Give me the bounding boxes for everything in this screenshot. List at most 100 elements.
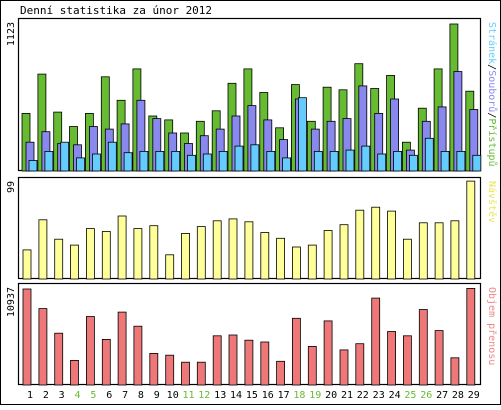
bar-str-nek-day-27 xyxy=(440,150,450,172)
bar-n-v-t-v-day-9 xyxy=(149,225,159,280)
bar-str-nek-day-28 xyxy=(456,150,466,172)
bar-n-v-t-v-day-20 xyxy=(323,230,333,280)
bar-n-v-t-v-day-21 xyxy=(339,224,349,280)
panel-3-ymax-label: 10937 xyxy=(6,287,17,317)
bar-objem-p-enosu-day-13 xyxy=(212,335,222,386)
bar-objem-p-enosu-day-19 xyxy=(307,345,317,386)
bar-n-v-t-v-day-29 xyxy=(466,180,476,280)
bar-n-v-t-v-day-5 xyxy=(86,228,95,280)
bar-str-nek-day-13 xyxy=(218,150,228,172)
bar-objem-p-enosu-day-26 xyxy=(418,309,428,386)
bar-n-v-t-v-day-3 xyxy=(54,238,64,280)
bar-str-nek-day-15 xyxy=(250,144,260,172)
bar-str-nek-day-20 xyxy=(329,150,339,172)
bar-str-nek-day-9 xyxy=(155,150,165,172)
bar-str-nek-day-3 xyxy=(60,141,70,172)
bar-n-v-t-v-day-1 xyxy=(22,249,32,280)
x-tick-label-day-18: 18 xyxy=(293,390,305,401)
legend-sep-1: / xyxy=(486,64,497,70)
bar-str-nek-day-25 xyxy=(408,154,418,172)
x-tick-label-day-22: 22 xyxy=(357,390,369,401)
bar-str-nek-day-14 xyxy=(234,145,244,172)
bar-objem-p-enosu-day-9 xyxy=(149,352,159,386)
x-tick-label-day-16: 16 xyxy=(262,390,274,401)
x-tick-label-day-6: 6 xyxy=(106,390,112,401)
x-tick-label-day-27: 27 xyxy=(436,390,448,401)
bar-str-nek-day-6 xyxy=(107,141,117,172)
x-tick-label-day-20: 20 xyxy=(325,390,337,401)
bar-objem-p-enosu-day-24 xyxy=(387,331,397,386)
x-tick-label-day-15: 15 xyxy=(246,390,258,401)
legend-panel-3: Objem přenosu xyxy=(486,287,498,365)
x-tick-label-day-17: 17 xyxy=(278,390,290,401)
bar-str-nek-day-2 xyxy=(44,150,54,172)
bar-str-nek-day-22 xyxy=(361,145,371,172)
bar-n-v-t-v-day-4 xyxy=(70,244,79,280)
bar-n-v-t-v-day-17 xyxy=(276,237,286,280)
x-tick-label-day-9: 9 xyxy=(154,390,160,401)
x-tick-label-day-28: 28 xyxy=(452,390,464,401)
x-tick-label-day-7: 7 xyxy=(122,390,128,401)
x-tick-label-day-5: 5 xyxy=(90,390,96,401)
x-tick-label-day-25: 25 xyxy=(404,390,416,401)
x-tick-label-day-29: 29 xyxy=(468,390,480,401)
bar-str-nek-day-26 xyxy=(424,137,434,172)
x-tick-label-day-21: 21 xyxy=(341,390,353,401)
bar-n-v-t-v-day-23 xyxy=(371,206,381,280)
bar-str-nek-day-24 xyxy=(393,150,403,172)
bar-objem-p-enosu-day-27 xyxy=(434,330,444,386)
bar-n-v-t-v-day-27 xyxy=(434,222,444,280)
bar-objem-p-enosu-day-2 xyxy=(38,308,48,386)
bar-objem-p-enosu-day-12 xyxy=(196,361,206,386)
bar-n-v-t-v-day-24 xyxy=(387,210,397,280)
bar-objem-p-enosu-day-15 xyxy=(244,339,254,386)
bar-n-v-t-v-day-16 xyxy=(260,232,270,280)
legend-souboru: Souborů xyxy=(486,70,498,112)
chart-title: Denní statistika za únor 2012 xyxy=(20,4,212,17)
bar-objem-p-enosu-day-21 xyxy=(339,349,349,386)
bar-n-v-t-v-day-26 xyxy=(418,222,428,280)
x-tick-label-day-12: 12 xyxy=(198,390,210,401)
bar-objem-p-enosu-day-3 xyxy=(54,332,64,386)
bar-str-nek-day-16 xyxy=(266,150,276,172)
legend-sep-2: / xyxy=(486,112,497,118)
bar-n-v-t-v-day-22 xyxy=(355,209,365,280)
bar-str-nek-day-4 xyxy=(76,157,85,172)
bar-str-nek-day-19 xyxy=(313,150,323,172)
x-tick-label-day-1: 1 xyxy=(27,390,33,401)
bar-n-v-t-v-day-25 xyxy=(402,238,412,280)
x-tick-label-day-10: 10 xyxy=(167,390,179,401)
bar-objem-p-enosu-day-8 xyxy=(133,325,143,386)
bar-objem-p-enosu-day-28 xyxy=(450,357,460,386)
bar-str-nek-day-8 xyxy=(139,150,149,172)
bar-n-v-t-v-day-18 xyxy=(291,246,301,280)
legend-panel-2: Návštěv xyxy=(486,181,498,223)
x-tick-label-day-3: 3 xyxy=(59,390,65,401)
bar-objem-p-enosu-day-29 xyxy=(466,287,476,386)
bar-objem-p-enosu-day-5 xyxy=(86,316,95,386)
bar-objem-p-enosu-day-23 xyxy=(371,297,381,386)
bar-n-v-t-v-day-13 xyxy=(212,220,222,280)
bar-objem-p-enosu-day-10 xyxy=(165,354,175,386)
x-tick-label-day-14: 14 xyxy=(230,390,242,401)
x-tick-label-day-8: 8 xyxy=(138,390,144,401)
bar-objem-p-enosu-day-22 xyxy=(355,343,365,386)
bar-str-nek-day-1 xyxy=(28,160,38,172)
legend-top: Stránek/Souborů/Přístupů xyxy=(486,22,498,167)
bar-objem-p-enosu-day-6 xyxy=(101,338,111,386)
bar-str-nek-day-23 xyxy=(377,153,387,172)
panel-2-ymax-label: 99 xyxy=(6,181,17,193)
bar-str-nek-day-10 xyxy=(171,150,181,172)
bar-n-v-t-v-day-15 xyxy=(244,221,254,280)
bar-str-nek-day-7 xyxy=(123,152,133,172)
x-tick-label-day-13: 13 xyxy=(214,390,226,401)
bar-n-v-t-v-day-2 xyxy=(38,219,48,280)
bar-str-nek-day-17 xyxy=(282,157,292,172)
bar-str-nek-day-18 xyxy=(297,97,307,172)
x-tick-label-day-23: 23 xyxy=(373,390,385,401)
bar-n-v-t-v-day-7 xyxy=(117,215,127,280)
bar-n-v-t-v-day-10 xyxy=(165,254,175,280)
bar-n-v-t-v-day-19 xyxy=(307,244,317,280)
bar-objem-p-enosu-day-20 xyxy=(323,320,333,386)
